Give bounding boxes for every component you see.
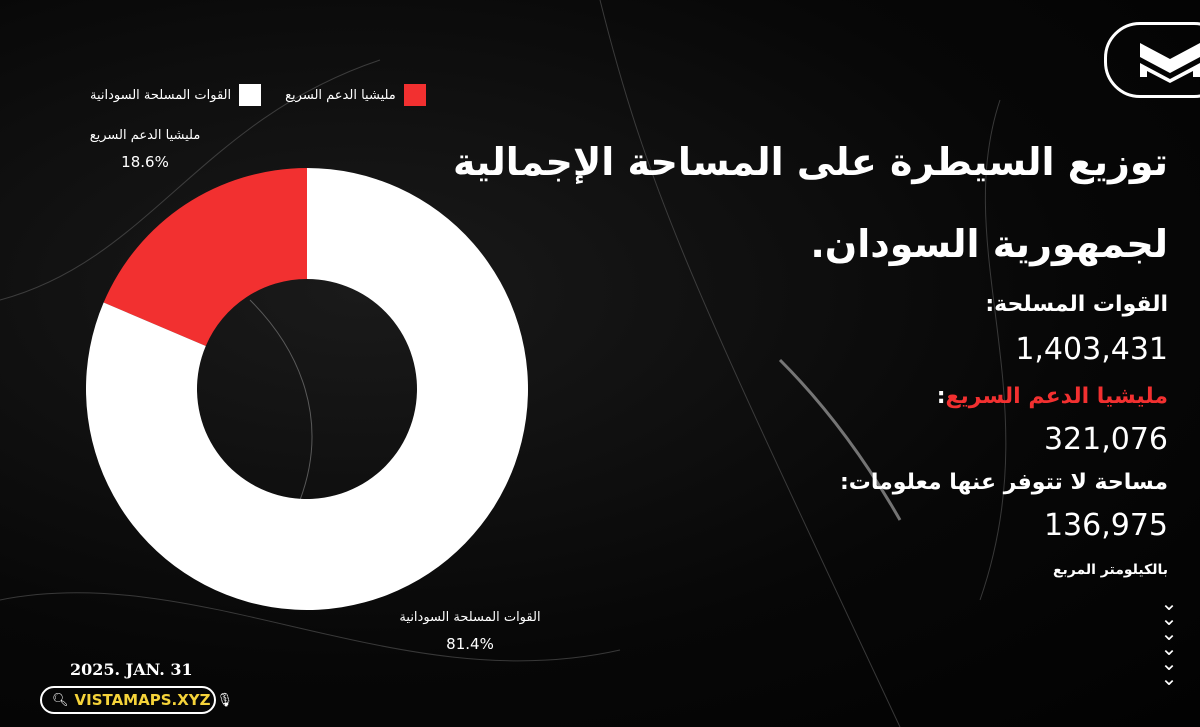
date-label: 2025. JAN. 31 bbox=[70, 660, 193, 679]
website-badge[interactable]: 🔍︎ VISTAMAPS.XYZ 🎙︎ bbox=[40, 686, 233, 714]
slice-label-saf: القوات المسلحة السودانية 81.4% bbox=[365, 610, 575, 653]
stat-value-unknown: 136,975 bbox=[1043, 508, 1168, 543]
slice-category: مليشيا الدعم السريع bbox=[89, 128, 201, 143]
legend-label: القوات المسلحة السودانية bbox=[90, 87, 232, 103]
legend-item-rsf: مليشيا الدعم السريع bbox=[285, 84, 426, 106]
stat-label-unknown: مساحة لا تتوفر عنها معلومات: bbox=[839, 470, 1168, 495]
title-line-2: لجمهورية السودان. bbox=[810, 222, 1168, 266]
title-line-1: توزيع السيطرة على المساحة الإجمالية bbox=[452, 140, 1168, 184]
donut-slice-rsf bbox=[103, 168, 308, 346]
stat-value-rsf: 321,076 bbox=[1043, 422, 1168, 457]
legend-item-saf: القوات المسلحة السودانية bbox=[90, 84, 262, 106]
stat-label-saf: القوات المسلحة: bbox=[985, 292, 1168, 317]
chart-legend: مليشيا الدعم السريع القوات المسلحة السود… bbox=[90, 84, 426, 106]
legend-swatch-red bbox=[403, 84, 426, 106]
legend-label: مليشيا الدعم السريع bbox=[285, 87, 396, 103]
stat-label-rsf: مليشيا الدعم السريع: bbox=[936, 384, 1168, 409]
slice-value: 18.6% bbox=[121, 153, 169, 171]
donut-chart bbox=[85, 168, 528, 611]
legend-swatch-white bbox=[239, 84, 262, 106]
search-icon: 🔍︎ bbox=[52, 692, 69, 708]
stat-value-saf: 1,403,431 bbox=[1015, 332, 1168, 367]
donut-slice-saf bbox=[85, 168, 528, 611]
chevrons-down-icon: ⌄ ⌄ ⌄ ⌄ ⌄ ⌄ bbox=[1160, 591, 1178, 690]
unit-label: بالكيلومتر المربع bbox=[1052, 562, 1168, 578]
website-url[interactable]: VISTAMAPS.XYZ bbox=[74, 691, 211, 709]
slice-category: القوات المسلحة السودانية bbox=[399, 610, 541, 625]
mic-icon: 🎙︎ bbox=[216, 692, 234, 708]
slice-label-rsf: مليشيا الدعم السريع 18.6% bbox=[70, 128, 220, 171]
slice-value: 81.4% bbox=[446, 635, 494, 653]
brand-logo bbox=[1104, 22, 1200, 98]
logo-m-icon bbox=[1140, 43, 1200, 83]
